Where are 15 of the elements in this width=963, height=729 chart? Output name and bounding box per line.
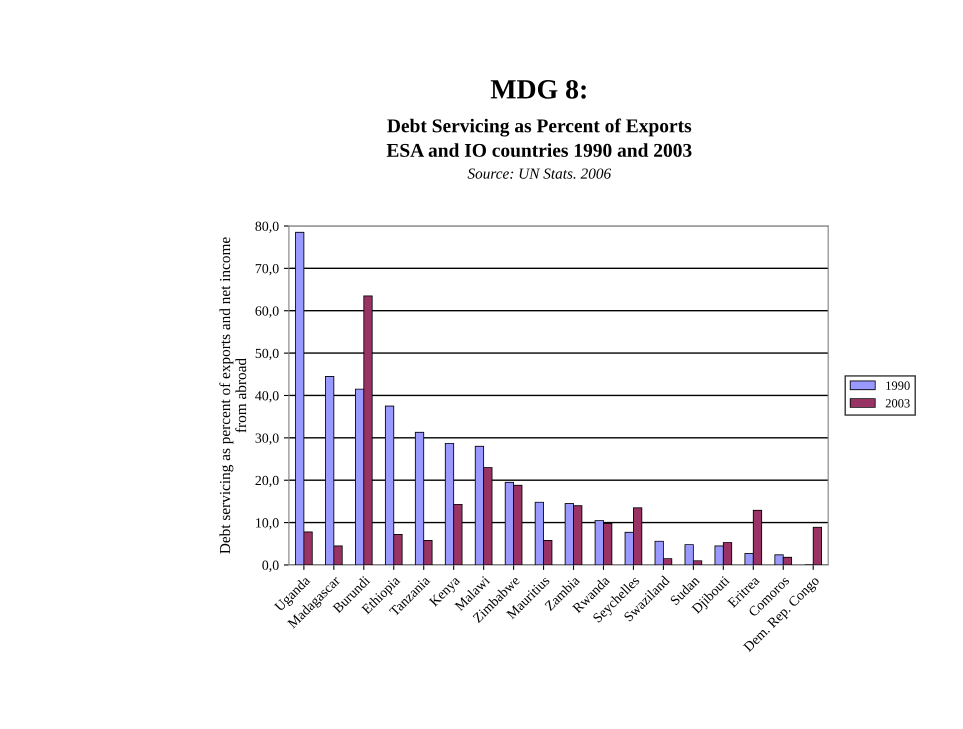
source-note: Source: UN Stats. 2006: [468, 168, 612, 179]
y-tick-label: 70,0: [256, 264, 279, 276]
legend-label: 1990: [886, 381, 910, 390]
y-tick-label: 0,0: [262, 560, 279, 572]
y-tick-label: 20,0: [255, 476, 279, 488]
y-tick-label: 80,0: [255, 222, 279, 233]
y-tick-label: 50,0: [256, 348, 279, 360]
legend-label: 2003: [886, 399, 910, 408]
y-tick-label: 30,0: [256, 433, 279, 445]
y-axis-title: Debt servicing as percent of exports and net income from abroad: [219, 237, 246, 554]
y-tick-label: 10,0: [256, 518, 279, 530]
chart-title: MDG 8:: [490, 80, 586, 99]
y-tick-label: 60,0: [255, 306, 279, 318]
y-tick-label: 40,0: [255, 391, 279, 402]
chart-subtitle: Debt Servicing as Percent of Exports ESA and IO countries 1990 and 2003: [386, 118, 692, 157]
